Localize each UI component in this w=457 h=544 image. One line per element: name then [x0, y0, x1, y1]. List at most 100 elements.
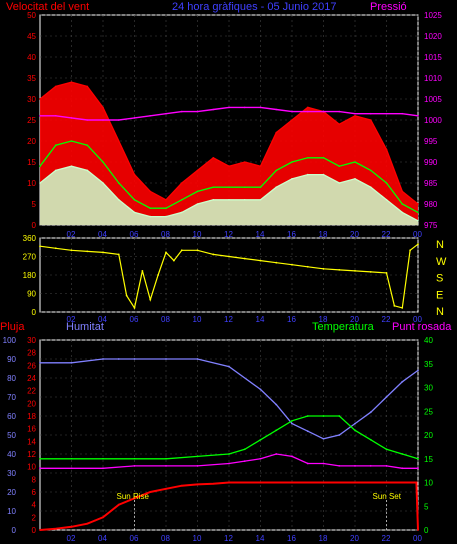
direction-point [117, 253, 120, 256]
x-tick-label: 22 [382, 534, 391, 543]
series-point [165, 464, 167, 467]
sunrise-label: Sun Rise [117, 492, 150, 501]
temp-tick-label: 20 [424, 431, 433, 440]
direction-point [70, 249, 73, 252]
wind-point [291, 119, 293, 121]
series-point [133, 464, 136, 467]
direction-point [275, 261, 278, 264]
dewpoint-label: Punt rosada [392, 321, 452, 333]
wind-point [102, 161, 104, 163]
series-point [133, 358, 136, 360]
series-point [369, 481, 372, 484]
wind-point [133, 211, 136, 214]
wind-point [86, 169, 89, 172]
series-point [275, 429, 278, 432]
pressure-point [291, 110, 293, 113]
wind-point [385, 199, 388, 201]
wind-point [180, 182, 183, 184]
y-left-tick-label: 0 [32, 221, 37, 230]
x-tick-label: 12 [224, 315, 233, 324]
temperature-label: Temperatura [312, 321, 375, 333]
wind-point [180, 211, 183, 214]
series-point [196, 464, 199, 467]
series-point [338, 415, 341, 417]
direction-point [306, 265, 309, 268]
x-tick-label: 20 [350, 315, 359, 324]
wind-point [417, 203, 419, 205]
pressure-point [54, 115, 57, 117]
series-point [322, 481, 325, 484]
compass-label: N [436, 239, 444, 251]
wind-point [54, 169, 57, 172]
wind-point [338, 182, 341, 184]
humidity-tick-label: 10 [7, 507, 16, 516]
direction-point [196, 249, 199, 252]
series-point [401, 380, 404, 383]
wind-point [39, 165, 41, 167]
series-point [102, 516, 104, 519]
pressure-point [243, 106, 246, 109]
pressure-point [259, 106, 262, 109]
x-tick-label: 08 [161, 315, 170, 324]
wind-point [165, 199, 167, 201]
wind-point [228, 186, 230, 188]
y-left-tick-label: 10 [27, 179, 36, 188]
series-point [415, 481, 418, 484]
y-left-tick-label: 25 [27, 116, 36, 125]
series-point [180, 484, 183, 487]
series-point [70, 525, 73, 528]
y-right-tick-label: 985 [424, 179, 438, 188]
wind-point [180, 199, 183, 201]
pressure-point [275, 108, 278, 111]
humidity-tick-label: 0 [12, 526, 17, 535]
pressure-point [39, 115, 41, 117]
wind-point [212, 157, 215, 159]
x-tick-label: 04 [98, 315, 107, 324]
wind-point [133, 173, 136, 176]
series-point [354, 429, 356, 432]
rain-tick-label: 14 [27, 437, 36, 446]
series-point [417, 467, 419, 470]
wind-point [165, 215, 167, 218]
y-left-tick-label: 5 [32, 200, 37, 209]
wind-point [149, 207, 152, 209]
rain-tick-label: 18 [27, 412, 36, 421]
pressure-point [196, 110, 199, 113]
wind-point [70, 81, 73, 83]
series-point [259, 481, 262, 484]
temp-tick-label: 30 [424, 384, 433, 393]
series-point [243, 481, 246, 484]
wind-point [401, 211, 404, 214]
series-point [102, 457, 104, 460]
series-point [338, 464, 341, 467]
compass-label: W [436, 256, 447, 268]
wind-area-2 [40, 166, 418, 225]
wind-point [228, 165, 230, 167]
wind-point [417, 211, 419, 214]
rain-tick-label: 12 [27, 450, 36, 459]
wind-point [275, 169, 278, 172]
pressure-point [149, 115, 152, 117]
series-point [39, 361, 41, 364]
series-point [102, 358, 104, 360]
wind-point [39, 182, 41, 184]
direction-point [39, 245, 41, 248]
wind-point [54, 144, 57, 146]
y-right-tick-label: 995 [424, 137, 438, 146]
wind-point [212, 199, 215, 201]
x-tick-label: 12 [224, 534, 233, 543]
x-tick-label: 18 [319, 315, 328, 324]
series-point [291, 422, 293, 425]
wind-point [338, 165, 341, 167]
wind-point [228, 199, 230, 201]
rain-tick-label: 10 [27, 463, 36, 472]
direction-point [259, 259, 262, 262]
series-point [401, 467, 404, 470]
temp-tick-label: 0 [424, 526, 429, 535]
series-line-3 [39, 481, 419, 531]
series-point [243, 460, 246, 463]
y-left-tick-label: 30 [27, 95, 36, 104]
x-tick-label: 06 [130, 534, 139, 543]
wind-point [291, 178, 293, 180]
humidity-tick-label: 40 [7, 450, 16, 459]
